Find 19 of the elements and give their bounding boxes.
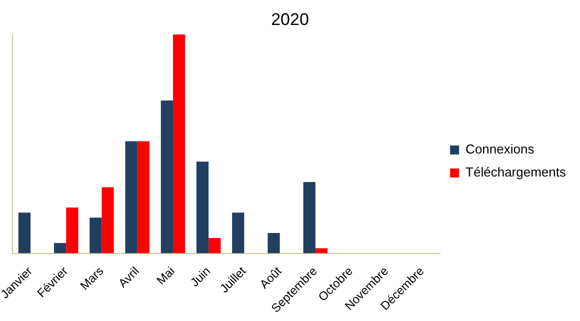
legend-label: Téléchargements [466, 164, 566, 180]
bar [66, 208, 78, 254]
bar [208, 238, 221, 254]
bar [137, 141, 150, 254]
bar [196, 162, 209, 254]
bar [172, 34, 186, 254]
legend-label: Connexions [466, 142, 535, 157]
bar [125, 141, 138, 254]
x-tick-label: Juin [188, 264, 214, 290]
bar [54, 243, 66, 254]
chart-title: 2020 [271, 10, 309, 29]
x-tick-label: Mai [154, 264, 178, 288]
bar [232, 212, 244, 254]
bar [160, 100, 173, 254]
bar [303, 182, 316, 254]
bar [18, 212, 31, 254]
bar [268, 232, 280, 254]
bar [102, 187, 114, 254]
bar [90, 218, 102, 254]
